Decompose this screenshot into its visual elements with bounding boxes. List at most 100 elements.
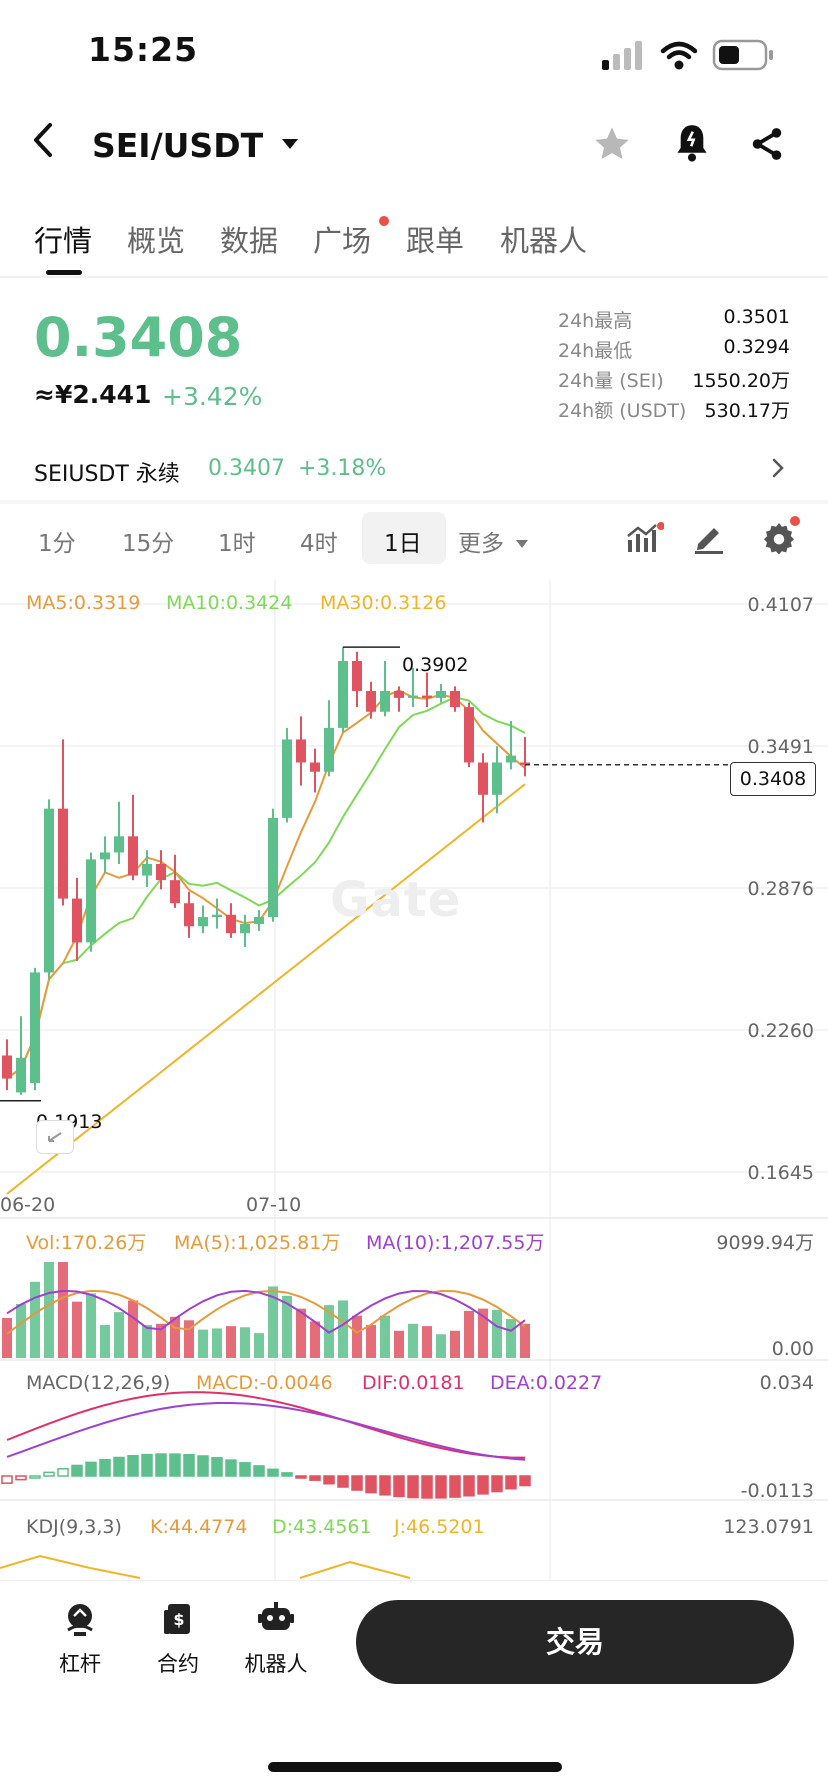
macd-histogram-bar xyxy=(393,1475,405,1498)
indicator-icon[interactable] xyxy=(626,522,665,558)
candle-body xyxy=(436,690,446,698)
volume-bars xyxy=(2,1262,530,1358)
candle-body xyxy=(142,864,152,876)
price-alert-bell-icon[interactable] xyxy=(672,122,712,168)
caret-down-icon[interactable] xyxy=(280,136,300,155)
tab-data[interactable]: 数据 xyxy=(220,224,279,258)
favorite-star-icon[interactable] xyxy=(592,124,632,168)
macd-histogram-bar xyxy=(211,1457,223,1477)
candle-body xyxy=(30,972,40,1084)
macd-histogram-bar xyxy=(29,1475,41,1479)
kdj-j-value: J:46.5201 xyxy=(394,1516,485,1538)
macd-histogram-bar xyxy=(477,1475,489,1495)
share-icon[interactable] xyxy=(748,124,786,168)
macd-value: MACD:-0.0046 xyxy=(196,1372,333,1394)
macd-histogram-bar xyxy=(323,1475,335,1485)
candle-body xyxy=(58,808,68,899)
candle-body xyxy=(16,1057,26,1093)
candle-body xyxy=(254,917,264,924)
stat-value-24h-high: 0.3501 xyxy=(723,306,790,328)
volume-y-min: 0.00 xyxy=(771,1338,814,1360)
kdj-d-value: D:43.4561 xyxy=(272,1516,372,1538)
candle-body xyxy=(114,836,124,853)
interval-15m[interactable]: 15分 xyxy=(122,531,175,557)
macd-histogram-bar xyxy=(281,1472,293,1477)
cny-price: ≈¥2.441 xyxy=(34,380,152,409)
y-tick: 0.2260 xyxy=(747,1020,814,1042)
candle-body xyxy=(268,817,278,918)
volume-bar xyxy=(114,1312,124,1358)
contract-icon: $ xyxy=(164,1604,190,1634)
candle-body xyxy=(128,836,138,876)
tab-bots[interactable]: 机器人 xyxy=(500,224,588,258)
interval-4h[interactable]: 4时 xyxy=(300,531,338,557)
tab-square[interactable]: 广场 xyxy=(313,224,372,258)
current-price-tag: 0.3408 xyxy=(730,762,816,796)
macd-histogram-bar xyxy=(519,1475,531,1487)
bottom-nav-label: 杠杆 xyxy=(59,1652,101,1676)
bottom-nav-leverage[interactable]: 杠杆 xyxy=(40,1600,120,1678)
volume-bar xyxy=(464,1310,474,1358)
bottom-nav-contract[interactable]: $ 合约 xyxy=(138,1600,218,1678)
macd-histogram-bar xyxy=(309,1475,321,1481)
bottom-bar-divider xyxy=(0,1580,828,1581)
volume-bar xyxy=(170,1316,180,1358)
interval-1h[interactable]: 1时 xyxy=(218,531,256,557)
volume-bar xyxy=(16,1303,26,1358)
interval-1d[interactable]: 1日 xyxy=(384,531,422,557)
macd-histogram-bar xyxy=(113,1456,125,1477)
section-divider xyxy=(0,500,828,504)
high-marker-label: 0.3902 xyxy=(402,654,469,676)
volume-bar xyxy=(184,1320,194,1358)
candle-body xyxy=(44,808,54,973)
candle-body xyxy=(380,690,390,712)
tab-copy-trading[interactable]: 跟单 xyxy=(406,224,465,258)
tab-overview[interactable]: 概览 xyxy=(127,224,186,258)
more-caret-icon[interactable] xyxy=(515,534,529,553)
bottom-nav-robot[interactable]: 机器人 xyxy=(236,1600,316,1678)
draw-tool-icon[interactable] xyxy=(692,522,726,558)
volume-bar xyxy=(2,1317,12,1358)
candle-body xyxy=(240,923,250,934)
macd-histogram-bar xyxy=(57,1468,69,1477)
candle-body xyxy=(198,917,208,927)
interval-1m[interactable]: 1分 xyxy=(38,531,76,557)
candle-body xyxy=(366,690,376,712)
volume-bar xyxy=(520,1323,530,1358)
tab-market[interactable]: 行情 xyxy=(34,224,93,258)
candle-body xyxy=(394,690,404,698)
home-indicator xyxy=(268,1762,562,1772)
volume-bar xyxy=(282,1295,292,1358)
bottom-nav-label: 合约 xyxy=(157,1652,199,1676)
macd-histogram-bar xyxy=(127,1455,139,1477)
pair-title[interactable]: SEI/USDT xyxy=(92,126,264,165)
macd-histogram-bar xyxy=(15,1475,27,1481)
gate-watermark: Gate xyxy=(330,872,462,928)
volume-ma5-line xyxy=(6,1289,526,1335)
macd-histogram-bar xyxy=(365,1475,377,1494)
volume-bar xyxy=(212,1328,222,1358)
volume-bar xyxy=(506,1319,516,1358)
back-button[interactable] xyxy=(28,120,68,168)
volume-bar xyxy=(100,1324,110,1358)
macd-histogram-bar xyxy=(169,1453,181,1477)
chevron-right-icon[interactable] xyxy=(770,456,786,484)
macd-histogram-bar xyxy=(449,1475,461,1498)
interval-more[interactable]: 更多 xyxy=(458,531,504,557)
x-tick: 06-20 xyxy=(0,1194,56,1216)
volume-bar xyxy=(226,1326,236,1358)
candlestick-chart[interactable] xyxy=(0,580,828,1580)
candle-body xyxy=(2,1055,12,1079)
macd-histogram-bar xyxy=(225,1459,237,1477)
candle-body xyxy=(72,898,82,943)
candle-body xyxy=(226,914,236,934)
volume-bar xyxy=(436,1334,446,1358)
expand-chart-icon[interactable] xyxy=(36,1120,74,1154)
candle-body xyxy=(506,755,516,763)
stat-value-24h-turnover: 530.17万 xyxy=(704,400,790,422)
chart-settings-gear-icon[interactable] xyxy=(760,516,800,560)
volume-bar xyxy=(156,1323,166,1358)
trade-button[interactable]: 交易 xyxy=(356,1600,794,1684)
macd-histogram-bar xyxy=(491,1475,503,1493)
chart-grid xyxy=(0,580,828,1580)
